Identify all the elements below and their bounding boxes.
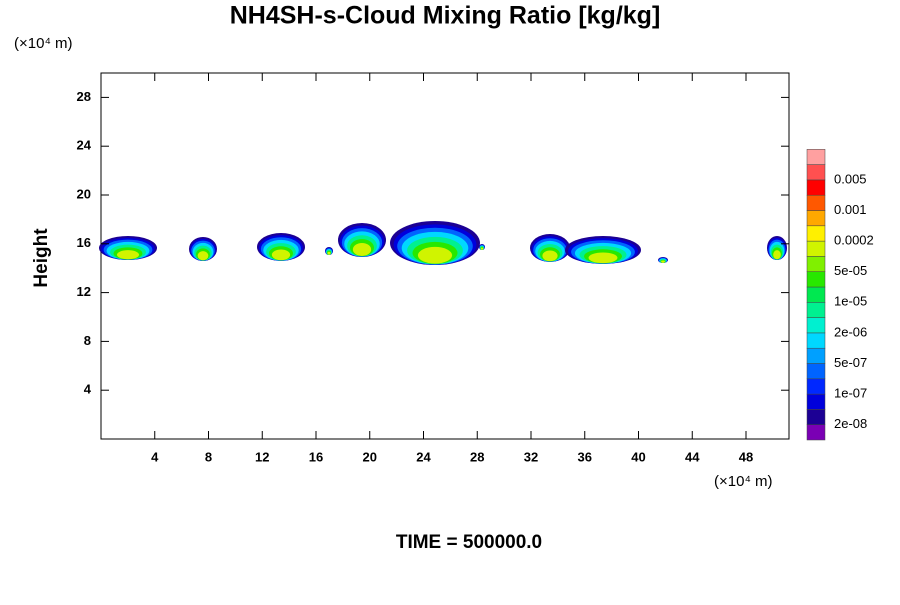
x-tick-label: 28 bbox=[470, 449, 484, 464]
x-tick-label: 24 bbox=[416, 449, 431, 464]
colorbar-swatch bbox=[806, 347, 826, 364]
cloud-contour bbox=[773, 250, 781, 260]
time-label: TIME = 500000.0 bbox=[396, 532, 542, 553]
colorbar-swatch bbox=[806, 424, 826, 441]
cloud-contour bbox=[271, 249, 291, 261]
colorbar-label: 1e-05 bbox=[834, 294, 867, 309]
y-tick-label: 8 bbox=[84, 333, 91, 348]
y-tick-label: 4 bbox=[84, 382, 92, 397]
colorbar-label: 0.001 bbox=[834, 202, 867, 217]
colorbar-swatch bbox=[806, 393, 826, 410]
y-tick-label: 28 bbox=[77, 89, 91, 104]
colorbar-swatch bbox=[806, 378, 826, 395]
y-unit: (×10⁴ m) bbox=[14, 35, 73, 52]
colorbar-label: 2e-08 bbox=[834, 416, 867, 431]
colorbar-swatch bbox=[806, 240, 826, 257]
x-tick-label: 16 bbox=[309, 449, 323, 464]
colorbar-label: 1e-07 bbox=[834, 386, 867, 401]
cloud-contour bbox=[480, 247, 484, 250]
x-tick-label: 36 bbox=[578, 449, 592, 464]
colorbar-label: 0.0002 bbox=[834, 233, 874, 248]
cloud-contour bbox=[197, 251, 209, 261]
cloud-contour bbox=[417, 246, 453, 264]
colorbar-swatch bbox=[806, 179, 826, 196]
colorbar-swatch bbox=[806, 210, 826, 227]
x-tick-label: 8 bbox=[205, 449, 212, 464]
x-tick-label: 32 bbox=[524, 449, 538, 464]
x-tick-label: 40 bbox=[631, 449, 645, 464]
colorbar-swatch bbox=[806, 409, 826, 425]
x-tick-label: 48 bbox=[739, 449, 753, 464]
colorbar-swatch bbox=[806, 302, 826, 318]
colorbar-swatch bbox=[806, 332, 826, 349]
cloud-contour bbox=[661, 260, 665, 263]
x-tick-label: 44 bbox=[685, 449, 700, 464]
colorbar-swatch bbox=[806, 363, 826, 380]
colorbar-label: 2e-06 bbox=[834, 324, 867, 339]
colorbar-swatch bbox=[806, 164, 826, 181]
cloud-field bbox=[99, 221, 787, 265]
plot-frame bbox=[100, 72, 790, 440]
x-tick-label: 20 bbox=[363, 449, 377, 464]
x-tick-label: 4 bbox=[151, 449, 159, 464]
cloud-contour bbox=[116, 250, 140, 260]
chart-title: NH4SH-s-Cloud Mixing Ratio [kg/kg] bbox=[230, 2, 661, 30]
colorbar-swatch bbox=[806, 286, 826, 303]
x-unit: (×10⁴ m) bbox=[714, 473, 773, 490]
colorbar-label: 0.005 bbox=[834, 171, 867, 186]
colorbar-swatch bbox=[806, 225, 826, 242]
colorbar-label: 5e-07 bbox=[834, 355, 867, 370]
colorbar-swatch bbox=[806, 194, 826, 211]
colorbar-swatch bbox=[806, 271, 826, 288]
y-tick-label: 20 bbox=[77, 186, 91, 201]
cloud-contour bbox=[588, 252, 618, 264]
x-tick-label: 12 bbox=[255, 449, 269, 464]
y-tick-label: 12 bbox=[77, 284, 91, 299]
cloud-contour bbox=[352, 243, 372, 256]
cloud-contour bbox=[542, 250, 558, 262]
y-tick-label: 24 bbox=[77, 138, 92, 153]
colorbar-swatch bbox=[806, 317, 826, 334]
colorbar-swatch bbox=[806, 256, 826, 272]
colorbar-swatch bbox=[806, 149, 826, 165]
y-tick-label: 16 bbox=[77, 235, 91, 250]
cloud-contour bbox=[327, 251, 331, 255]
y-axis-label: Height bbox=[31, 228, 52, 288]
colorbar-label: 5e-05 bbox=[834, 263, 867, 278]
